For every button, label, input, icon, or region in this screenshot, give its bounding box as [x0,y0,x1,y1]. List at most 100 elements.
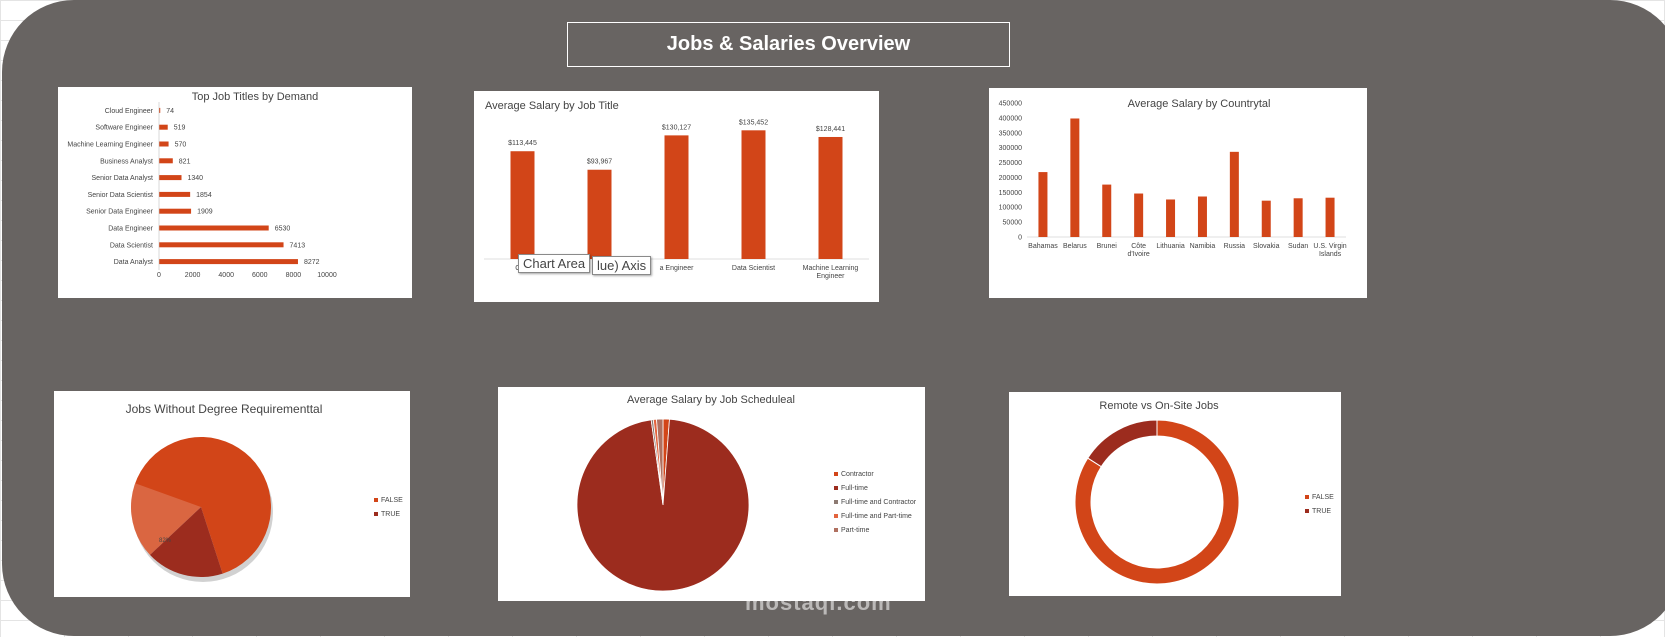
schedule-chart-card[interactable]: Average Salary by Job Scheduleal Contract… [498,387,925,601]
remote-chart-card[interactable]: Remote vs On-Site Jobs FALSE TRUE [1009,392,1341,596]
x-tick-label: U.S. Virgin [1313,243,1346,250]
bar [159,175,182,181]
x-tick-label: 8000 [286,272,302,279]
watermark-logo-icon [754,557,904,587]
bar [159,191,191,197]
legend-swatch [834,500,838,504]
bar [159,242,284,248]
legend-swatch [1305,509,1309,513]
bar [1325,197,1335,237]
data-label: 519 [174,125,186,132]
bar [159,107,161,113]
y-tick-label: 150000 [999,190,1022,197]
legend-label: TRUE [381,511,400,518]
dashboard-title: Jobs & Salaries Overview [567,22,1010,67]
remote-chart: Remote vs On-Site Jobs FALSE TRUE [1074,400,1334,585]
pie-slice [656,418,664,506]
category-label: Data Engineer [108,226,153,233]
legend-label: Part-time [841,527,870,534]
pie-highlight [131,483,201,555]
degree-chart: Jobs Without Degree Requirementtal 82% FAL… [126,402,403,582]
salary-by-country-chart-card[interactable]: Average Salary by Countrytal 0 50000 100000… [989,88,1367,298]
demand-chart-card[interactable]: Top Job Titles by Demand Cloud Engineer 74… [58,87,412,298]
pie-slice [131,437,271,574]
x-tick-label: Sudan [1288,243,1308,250]
chart-title: Average Salary by Job Scheduleal [627,394,795,406]
category-label: Machine Learning Engineer [67,142,153,149]
chart-title: Average Salary by Countrytal [1128,98,1271,110]
data-label: 6530 [275,226,291,233]
x-tick-label: Machine Learning [803,265,859,272]
chart-title: Jobs Without Degree Requirementtal [126,402,323,416]
bar [1102,184,1112,237]
x-tick-label: Engineer [816,273,845,280]
chart-title: Remote vs On-Site Jobs [1099,400,1219,412]
degree-chart-card[interactable]: Jobs Without Degree Requirementtal 82% FAL… [54,391,410,597]
y-tick-label: 400000 [999,115,1022,122]
legend-swatch [374,512,378,516]
data-label: 1909 [197,209,213,216]
y-tick-label: 450000 [999,101,1022,108]
data-label: $130,127 [662,124,691,131]
category-label: Senior Data Analyst [92,175,154,182]
legend-label: FALSE [1312,494,1334,501]
bar [664,135,689,259]
legend-label: Full-time and Contractor [841,499,917,506]
data-label: $135,452 [739,119,768,126]
legend-swatch [834,514,838,518]
bar [1261,200,1271,237]
legend-label: FALSE [381,497,403,504]
bar [159,124,168,130]
legend-label: Full-time [841,485,868,492]
pie-slice [149,507,223,577]
data-label: 82% [159,538,172,544]
watermark-text: mostaql.com [745,590,892,615]
data-label: $113,445 [508,140,537,147]
chart-title: Average Salary by Job Title [485,100,619,112]
y-tick-label: 200000 [999,175,1022,182]
bar [159,158,173,164]
x-tick-label: Belarus [1063,243,1087,250]
x-tick-label: Russia [1224,243,1246,250]
data-label: 1340 [188,175,204,182]
x-tick-label: 2000 [185,272,201,279]
legend-swatch [834,472,838,476]
x-tick-label: Namibia [1190,243,1216,250]
category-label: Business Analyst [100,158,153,165]
x-tick-label: Lithuania [1156,243,1185,250]
x-tick-label: 6000 [252,272,268,279]
bar [741,130,766,259]
x-tick-label: Côte [1131,243,1146,250]
legend-label: Contractor [841,471,874,478]
legend-swatch [374,498,378,502]
data-label: 821 [179,158,191,165]
bar [1134,193,1144,237]
donut-segment [1087,419,1158,468]
x-tick-label: 0 [157,272,161,279]
category-label: Senior Data Scientist [88,192,153,199]
data-label: 8272 [304,259,320,266]
data-label: 570 [175,142,187,149]
salary-by-title-chart-card[interactable]: Average Salary by Job Title$113,445Clou$… [474,91,879,302]
category-label: Senior Data Engineer [86,209,154,216]
salary-by-title-chart: Average Salary by Job Title$113,445Clou$… [484,100,869,280]
bar [818,136,843,259]
axis-tooltip: lue) Axis [592,256,652,275]
y-tick-label: 100000 [999,205,1022,212]
x-tick-label: Brunei [1097,243,1118,250]
x-tick-label: 10000 [317,272,337,279]
data-label: 74 [166,108,174,115]
data-label: $93,967 [587,159,612,166]
y-tick-label: 50000 [1003,220,1023,227]
legend-swatch [1305,495,1309,499]
schedule-chart: Average Salary by Job Scheduleal Contract… [576,394,917,592]
x-tick-label: Slovakia [1253,243,1280,250]
x-tick-label: d'Ivoire [1127,251,1149,258]
donut-segment [1074,419,1240,585]
bar [587,169,612,259]
x-tick-label: Data Scientist [732,265,775,272]
bar [1197,196,1207,237]
bar [510,151,535,259]
bar [159,141,169,147]
chart-title: Top Job Titles by Demand [192,91,319,103]
